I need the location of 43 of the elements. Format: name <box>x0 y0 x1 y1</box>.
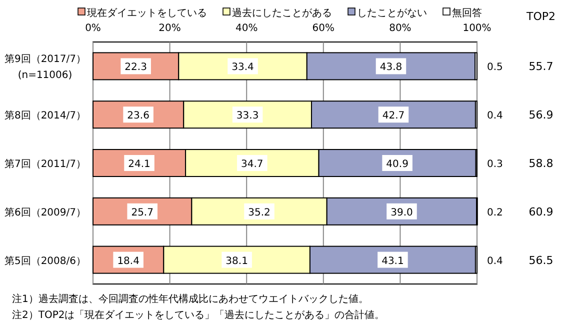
data-label: 22.3 <box>124 62 147 74</box>
data-label: 39.0 <box>390 207 413 218</box>
data-label: 43.1 <box>382 256 404 267</box>
data-label: 0.2 <box>487 207 503 218</box>
text: 55.7 <box>528 60 554 74</box>
data-label: 0.4 <box>487 256 503 267</box>
x-tick-label: 80% <box>389 23 412 34</box>
data-label: 33.4 <box>232 62 254 74</box>
legend-label: 現在ダイエットをしている <box>87 7 207 19</box>
data-label: 23.6 <box>127 110 150 122</box>
data-label: 0.5 <box>487 62 503 74</box>
data-label: 38.1 <box>226 256 248 267</box>
data-label: 34.7 <box>241 159 264 170</box>
text: 56.5 <box>528 254 554 267</box>
data-label: 40.9 <box>386 159 408 170</box>
x-tick-label: 40% <box>235 23 258 34</box>
x-tick-label: 20% <box>158 23 181 34</box>
text: 56.9 <box>528 108 554 122</box>
text: TOP2 <box>525 10 556 23</box>
text: 60.9 <box>528 205 554 218</box>
data-label: 43.8 <box>380 62 402 74</box>
text: 注2）TOP2は「現在ダイエットをしている」「過去にしたことがある」の合計値。 <box>12 309 385 321</box>
text: 注1）過去調査は、今回調査の性年代構成比にあわせてウエイトバックした値。 <box>12 293 368 305</box>
data-label: 33.3 <box>236 110 259 122</box>
y-tick-label: 第6回（2009/7） <box>4 206 86 218</box>
data-label: 35.2 <box>248 207 270 218</box>
data-label: 25.7 <box>131 207 154 218</box>
legend-label: したことがない <box>357 8 427 19</box>
data-label: 42.7 <box>382 110 405 122</box>
y-tick-label: 第5回（2008/6） <box>4 254 86 267</box>
text: 58.8 <box>528 157 554 170</box>
legend-label: 過去にしたことがある <box>232 7 332 19</box>
data-label: 0.3 <box>487 159 503 170</box>
data-label: 24.1 <box>128 159 150 170</box>
y-tick-label: 第7回（2011/7） <box>4 158 86 170</box>
x-tick-label: 0% <box>85 23 101 34</box>
y-tick-label: 第8回（2014/7） <box>4 110 86 122</box>
legend-label: 無回答 <box>452 7 482 19</box>
y-tick-label: 第9回（2017/7） (n=11006) <box>4 53 86 82</box>
x-tick-label: 100% <box>462 23 492 34</box>
x-tick-label: 60% <box>312 23 335 34</box>
data-label: 0.4 <box>487 110 503 122</box>
data-label: 18.4 <box>117 256 140 267</box>
